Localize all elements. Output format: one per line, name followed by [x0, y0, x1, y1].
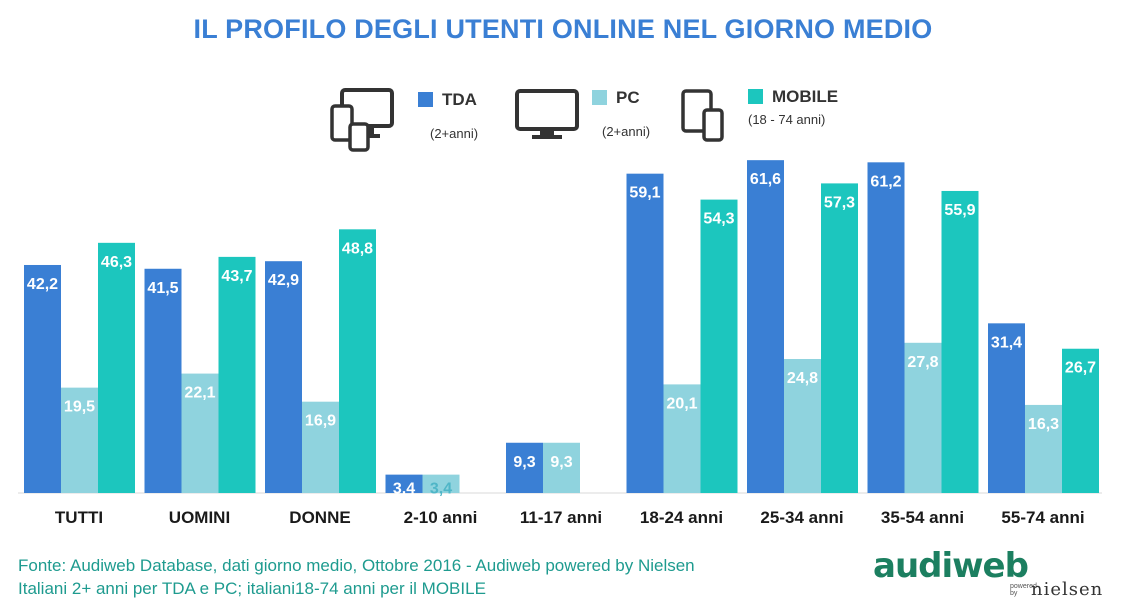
category-label-6: 25-34 anni [760, 508, 843, 527]
audiweb-logo: audiweb powered by nielsen [873, 546, 1103, 606]
category-label-1: UOMINI [169, 508, 230, 527]
data-label-tda-4: 9,3 [513, 454, 535, 471]
legend-label-tda: TDA [442, 90, 477, 109]
data-label-pc-7: 27,8 [907, 354, 938, 371]
bar-pc-6 [784, 359, 821, 493]
data-label-tda-5: 59,1 [629, 185, 660, 202]
bar-tda-0 [24, 264, 61, 493]
bar-mobile-6 [821, 183, 858, 494]
bar-mobile-8 [1062, 348, 1099, 493]
data-label-tda-7: 61,2 [870, 173, 901, 190]
data-label-pc-3: 3,4 [430, 481, 452, 498]
bar-tda-7 [867, 162, 905, 494]
data-label-tda-8: 31,4 [991, 334, 1022, 351]
bar-pc-3 [422, 474, 460, 493]
data-label-mobile-6: 57,3 [824, 194, 855, 211]
bar-tda-2 [265, 261, 302, 493]
bar-mobile-2 [339, 229, 376, 494]
logo-partner: nielsen [1031, 579, 1104, 600]
bar-pc-0 [61, 387, 98, 493]
bar-tda-5 [626, 173, 664, 493]
category-label-2: DONNE [289, 508, 350, 527]
data-label-pc-2: 16,9 [305, 413, 336, 430]
category-label-0: TUTTI [55, 508, 103, 527]
chart-title: IL PROFILO DEGLI UTENTI ONLINE NEL GIORN… [193, 14, 933, 44]
monitor-icon [515, 89, 579, 139]
data-label-tda-1: 41,5 [147, 280, 178, 297]
bar-chart: 42,2 19,5 46,3 TUTTI 41,5 22,1 43,7 UOMINI 42,9 1… [18, 160, 1102, 527]
data-label-mobile-7: 55,9 [944, 202, 975, 219]
bar-pc-1 [181, 373, 219, 493]
data-label-tda-2: 42,9 [268, 272, 299, 289]
bar-tda-8 [988, 323, 1025, 493]
category-label-7: 35-54 anni [881, 508, 964, 527]
data-label-pc-4: 9,3 [550, 454, 572, 471]
data-label-mobile-5: 54,3 [703, 211, 734, 228]
phone-tablet-icon [681, 89, 724, 142]
source-line-2: Italiani 2+ anni per TDA e PC; italiani1… [18, 579, 486, 598]
category-label-4: 11-17 anni [520, 508, 602, 527]
legend-swatch-mobile [748, 89, 763, 104]
bar-tda-6 [747, 160, 784, 493]
devices-icon [330, 88, 394, 152]
bar-pc-8 [1025, 404, 1062, 493]
data-label-mobile-2: 48,8 [342, 240, 373, 257]
data-label-tda-0: 42,2 [27, 276, 58, 293]
logo-brand: audiweb [873, 546, 1029, 586]
legend-note-tda: (2+anni) [430, 126, 479, 141]
legend: TDA (2+anni) PC (2+anni) MOBILE (18 - 74… [0, 84, 1126, 154]
legend-swatch-tda [418, 92, 433, 107]
category-label-5: 18-24 anni [640, 508, 723, 527]
data-label-mobile-8: 26,7 [1065, 360, 1096, 377]
category-label-3: 2-10 anni [404, 508, 478, 527]
bar-tda-1 [144, 268, 182, 493]
legend-swatch-pc [592, 90, 607, 105]
data-label-pc-6: 24,8 [787, 370, 818, 387]
bar-mobile-7 [941, 190, 979, 494]
data-label-pc-0: 19,5 [64, 399, 95, 416]
logo-powered-by: powered by [1010, 583, 1037, 597]
data-label-tda-6: 61,6 [750, 171, 781, 188]
legend-label-mobile: MOBILE [772, 87, 839, 106]
data-label-tda-3: 3,4 [393, 481, 415, 498]
bar-pc-2 [302, 401, 339, 493]
data-label-pc-8: 16,3 [1028, 416, 1059, 433]
bar-pc-5 [663, 384, 701, 493]
bar-tda-3 [385, 474, 423, 493]
source-note: Fonte: Audiweb Database, dati giorno med… [18, 554, 695, 600]
data-label-mobile-1: 43,7 [221, 268, 252, 285]
data-label-pc-5: 20,1 [666, 395, 697, 412]
legend-note-mobile: (18 - 74 anni) [748, 112, 826, 127]
bar-tda-4 [506, 442, 543, 493]
source-line-1: Fonte: Audiweb Database, dati giorno med… [18, 556, 695, 575]
bar-mobile-1 [218, 256, 256, 493]
legend-label-pc: PC [616, 88, 640, 107]
bar-pc-7 [904, 342, 942, 493]
data-label-mobile-0: 46,3 [101, 254, 132, 271]
bar-pc-4 [543, 442, 580, 493]
data-label-pc-1: 22,1 [184, 385, 215, 402]
bar-mobile-0 [98, 242, 135, 493]
category-label-8: 55-74 anni [1001, 508, 1084, 527]
bar-mobile-5 [700, 199, 738, 493]
legend-note-pc: (2+anni) [602, 124, 651, 139]
